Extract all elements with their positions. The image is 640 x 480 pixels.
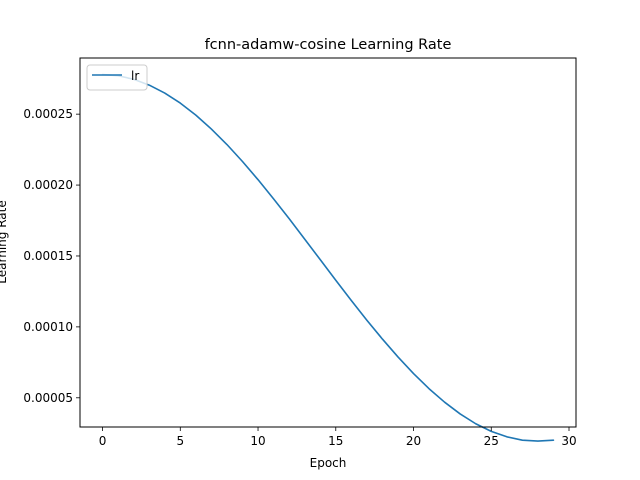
legend: lr bbox=[86, 64, 148, 91]
x-axis-label: Epoch bbox=[310, 456, 347, 470]
legend-label-lr: lr bbox=[131, 69, 139, 83]
y-tick-label: 0.00015 bbox=[23, 249, 73, 263]
series-line-lr bbox=[101, 73, 555, 442]
plot-content bbox=[101, 73, 555, 442]
y-axis-label: Learning Rate bbox=[0, 200, 9, 283]
x-tick-label: 20 bbox=[406, 434, 421, 448]
y-tick-label: 0.00020 bbox=[23, 178, 73, 192]
x-tick-label: 5 bbox=[176, 434, 184, 448]
x-tick-label: 0 bbox=[99, 434, 107, 448]
x-tick-label: 15 bbox=[328, 434, 343, 448]
legend-frame bbox=[86, 64, 148, 91]
x-tick-label: 25 bbox=[484, 434, 499, 448]
x-tick-label: 10 bbox=[250, 434, 265, 448]
chart-title: fcnn-adamw-cosine Learning Rate bbox=[205, 37, 452, 53]
x-tick-label: 30 bbox=[561, 434, 576, 448]
y-tick-label: 0.00010 bbox=[23, 320, 73, 334]
x-axis-ticks: 0 5 10 15 20 25 30 bbox=[99, 427, 577, 448]
y-tick-label: 0.00025 bbox=[23, 107, 73, 121]
y-axis-ticks: 0.00005 0.00010 0.00015 0.00020 0.00025 bbox=[23, 107, 80, 405]
y-tick-label: 0.00005 bbox=[23, 391, 73, 405]
plot-frame bbox=[79, 57, 577, 428]
